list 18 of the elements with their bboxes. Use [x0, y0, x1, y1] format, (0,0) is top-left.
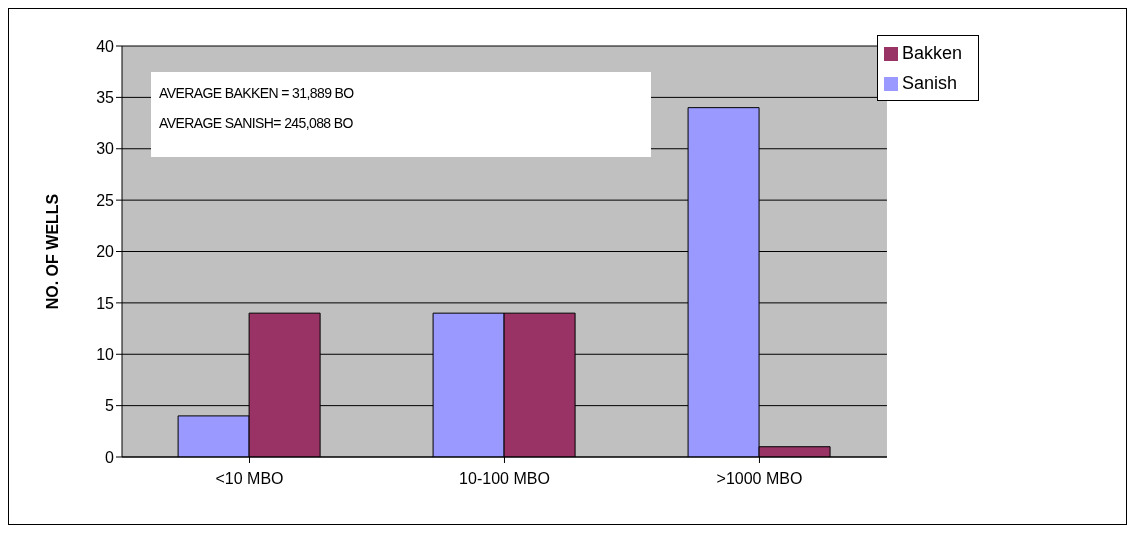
y-tick-label: 10: [96, 345, 115, 363]
y-axis-title: NO. OF WELLS: [43, 193, 61, 310]
note-box: AVERAGE BAKKEN = 31,889 BO AVERAGE SANISH= 245,088 BO: [151, 72, 651, 157]
annotation: AVERAGE SANISH= 245,088 BO: [159, 114, 354, 133]
y-tick-label: 20: [96, 243, 115, 261]
annotation: AVERAGE BAKKEN = 31,889 BO: [159, 84, 355, 103]
y-tick-label: 25: [96, 191, 115, 209]
y-tick-label: 15: [96, 294, 115, 312]
x-tick-label: <10 MBO: [215, 470, 284, 488]
x-tick-label: 10-100 MBO: [459, 470, 550, 488]
y-tick-label: 30: [96, 140, 115, 158]
legend-label: Sanish: [901, 73, 957, 93]
legend-label: Bakken: [901, 43, 962, 63]
y-tick-label: 40: [96, 37, 115, 55]
y-tick-label: 35: [96, 89, 115, 107]
y-tick-label: 0: [105, 448, 115, 466]
x-tick-label: >1000 MBO: [716, 470, 803, 488]
y-tick-label: 5: [105, 397, 115, 415]
